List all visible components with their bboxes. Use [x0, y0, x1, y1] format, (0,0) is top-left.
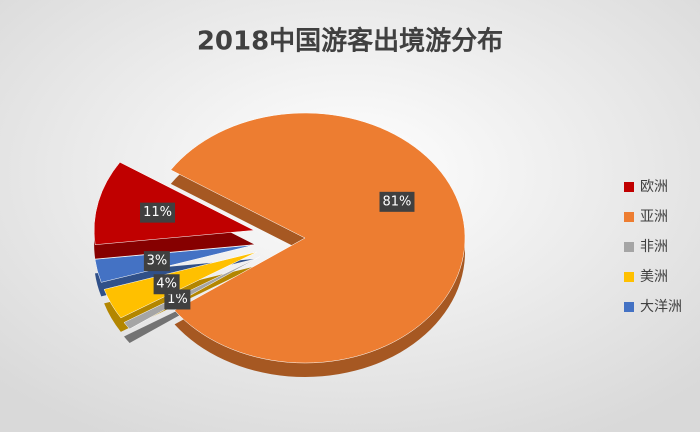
legend-label: 非洲 — [640, 239, 668, 255]
label-box — [164, 289, 191, 310]
legend-swatch — [624, 212, 634, 222]
data-label: 4% — [156, 277, 177, 292]
legend-label: 大洋洲 — [640, 299, 682, 315]
pie-slice — [94, 244, 254, 283]
data-label: 3% — [147, 254, 168, 269]
data-label: 1% — [167, 292, 188, 307]
legend-swatch — [624, 242, 634, 252]
label-box — [140, 202, 176, 223]
data-label: 81% — [383, 194, 412, 209]
legend-label: 亚洲 — [640, 209, 668, 225]
data-label: 11% — [143, 205, 172, 220]
legend-label: 欧洲 — [640, 179, 668, 195]
label-box — [153, 274, 180, 295]
chart-title: 2018中国游客出境游分布 — [197, 26, 503, 57]
legend-label: 美洲 — [640, 269, 668, 285]
label-box — [379, 191, 415, 212]
legend-swatch — [624, 272, 634, 282]
pie-slice — [170, 112, 466, 364]
label-box — [143, 251, 170, 272]
legend-swatch — [624, 302, 634, 312]
pie-slice — [103, 251, 257, 319]
legend-swatch — [624, 182, 634, 192]
pie-slice — [123, 256, 261, 330]
